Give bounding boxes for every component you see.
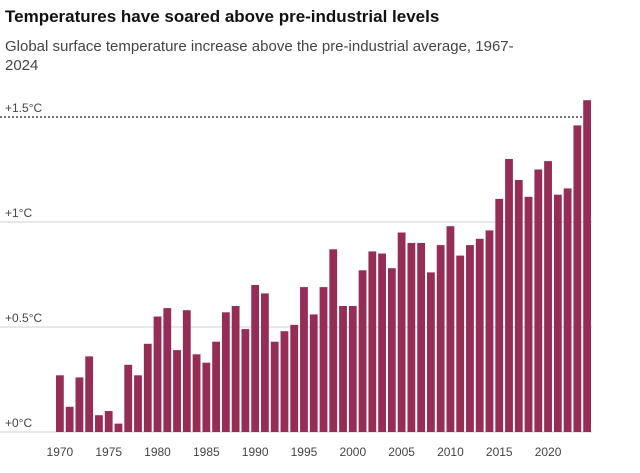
- bar: [202, 362, 211, 432]
- bar: [182, 310, 191, 432]
- bar: [65, 406, 74, 432]
- bar: [95, 415, 103, 432]
- bar: [378, 253, 386, 432]
- bar: [466, 245, 474, 432]
- bar: [163, 308, 172, 432]
- bar: [436, 245, 445, 432]
- bar: [417, 243, 426, 432]
- bar: [124, 364, 133, 432]
- bar: [319, 287, 328, 432]
- chart-subtitle: 2024: [5, 57, 38, 74]
- bar: [583, 100, 592, 432]
- bar: [212, 341, 221, 432]
- bar: [553, 194, 562, 432]
- bar: [505, 159, 513, 432]
- bar: [280, 331, 289, 432]
- bar: [348, 306, 357, 432]
- bar: [114, 423, 123, 432]
- bar: [407, 243, 416, 432]
- bar: [309, 314, 318, 432]
- bar: [329, 249, 338, 432]
- bar: [514, 180, 523, 432]
- bar: [134, 375, 142, 432]
- bar: [485, 230, 494, 432]
- x-tick-label: 1995: [291, 445, 318, 459]
- bar: [261, 293, 269, 432]
- bar: [143, 343, 152, 432]
- y-tick-label: +1.5°C: [5, 101, 42, 115]
- x-tick-label: 2015: [486, 445, 513, 459]
- y-tick-label: +1°C: [5, 206, 32, 220]
- bar: [534, 169, 543, 432]
- x-tick-label: 2010: [437, 445, 464, 459]
- bar: [524, 196, 533, 432]
- x-tick-label: 1970: [47, 445, 74, 459]
- bar: [339, 306, 347, 432]
- bar: [251, 285, 260, 432]
- bar: [104, 411, 113, 432]
- bar: [387, 268, 396, 432]
- bar: [192, 354, 201, 432]
- bar: [426, 272, 435, 432]
- bar: [241, 329, 250, 432]
- x-tick-label: 1975: [95, 445, 122, 459]
- bar: [456, 255, 465, 432]
- x-tick-label: 2000: [339, 445, 366, 459]
- chart-subtitle: Global surface temperature increase abov…: [5, 38, 514, 55]
- bar: [290, 324, 299, 432]
- x-tick-label: 2020: [535, 445, 562, 459]
- x-tick-label: 1985: [193, 445, 220, 459]
- bar: [368, 251, 377, 432]
- bar: [85, 356, 94, 432]
- chart-title: Temperatures have soared above pre-indus…: [5, 7, 439, 26]
- bar: [55, 375, 64, 432]
- x-tick-label: 1990: [242, 445, 269, 459]
- bar: [153, 316, 162, 432]
- bar: [446, 226, 455, 432]
- y-tick-label: +0°C: [5, 416, 32, 430]
- bar: [573, 125, 582, 433]
- bar: [300, 287, 308, 432]
- bar: [75, 377, 84, 432]
- bar: [358, 270, 367, 432]
- x-tick-label: 1980: [144, 445, 171, 459]
- bar: [475, 238, 484, 432]
- bar: [563, 188, 572, 432]
- bar: [221, 312, 230, 432]
- x-tick-label: 2005: [388, 445, 415, 459]
- bar: [495, 198, 504, 432]
- bar: [397, 232, 406, 432]
- bar: [544, 161, 552, 432]
- y-tick-label: +0.5°C: [5, 311, 42, 325]
- bar: [173, 350, 181, 432]
- bar: [270, 341, 279, 432]
- bar: [231, 306, 240, 432]
